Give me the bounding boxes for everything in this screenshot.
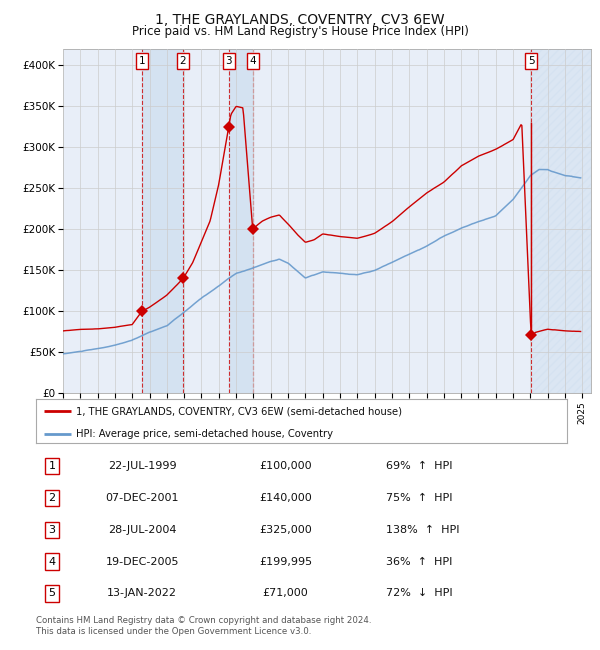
Text: 22-JUL-1999: 22-JUL-1999 [108,461,176,471]
Bar [142,49,183,393]
Text: 13-JAN-2022: 13-JAN-2022 [107,588,177,599]
Text: 1: 1 [49,461,55,471]
Text: 5: 5 [49,588,55,599]
Text: £71,000: £71,000 [263,588,308,599]
Text: 2: 2 [179,56,186,66]
Text: This data is licensed under the Open Government Licence v3.0.: This data is licensed under the Open Gov… [36,627,311,636]
Text: 1: 1 [139,56,145,66]
Text: 07-DEC-2001: 07-DEC-2001 [106,493,179,503]
Text: HPI: Average price, semi-detached house, Coventry: HPI: Average price, semi-detached house,… [76,428,333,439]
Text: 69%  ↑  HPI: 69% ↑ HPI [386,461,453,471]
Text: £325,000: £325,000 [259,525,312,535]
Bar [229,49,253,393]
Text: 4: 4 [250,56,256,66]
Text: 1, THE GRAYLANDS, COVENTRY, CV3 6EW: 1, THE GRAYLANDS, COVENTRY, CV3 6EW [155,13,445,27]
Text: 138%  ↑  HPI: 138% ↑ HPI [386,525,460,535]
Text: 5: 5 [528,56,535,66]
Text: Price paid vs. HM Land Registry's House Price Index (HPI): Price paid vs. HM Land Registry's House … [131,25,469,38]
Bar [531,49,591,393]
Text: £100,000: £100,000 [259,461,312,471]
Text: 28-JUL-2004: 28-JUL-2004 [108,525,176,535]
Text: 3: 3 [49,525,55,535]
Text: 3: 3 [226,56,232,66]
Text: 4: 4 [49,556,55,567]
Text: 36%  ↑  HPI: 36% ↑ HPI [386,556,453,567]
Text: 2: 2 [49,493,55,503]
Text: 72%  ↓  HPI: 72% ↓ HPI [386,588,453,599]
Text: £199,995: £199,995 [259,556,312,567]
Text: £140,000: £140,000 [259,493,312,503]
Text: 19-DEC-2005: 19-DEC-2005 [106,556,179,567]
Text: Contains HM Land Registry data © Crown copyright and database right 2024.: Contains HM Land Registry data © Crown c… [36,616,371,625]
Text: 1, THE GRAYLANDS, COVENTRY, CV3 6EW (semi-detached house): 1, THE GRAYLANDS, COVENTRY, CV3 6EW (sem… [76,406,402,416]
Text: 75%  ↑  HPI: 75% ↑ HPI [386,493,453,503]
